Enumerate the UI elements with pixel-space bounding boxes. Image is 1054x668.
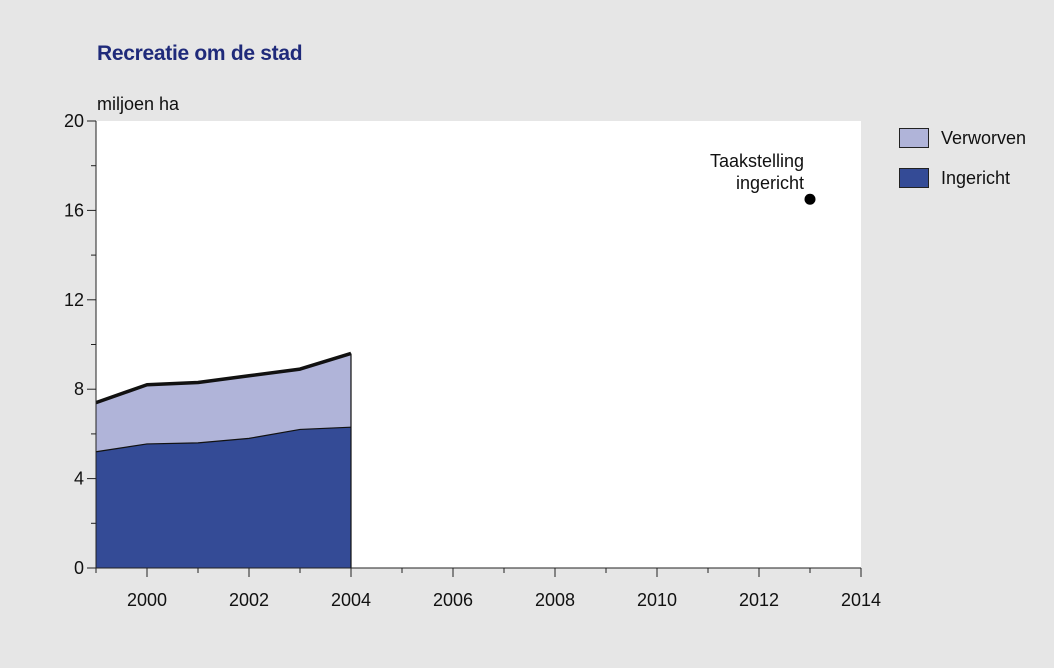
- y-axis-unit-label: miljoen ha: [97, 94, 180, 114]
- annotation-line-1: Taakstelling: [709, 151, 804, 171]
- y-tick-label-4: 4: [74, 469, 84, 489]
- y-tick-label-16: 16: [64, 200, 84, 220]
- x-tick-label-2000: 2000: [127, 590, 167, 610]
- legend-label-verworven: Verworven: [941, 127, 1027, 148]
- x-tick-label-2012: 2012: [739, 590, 779, 610]
- legend-label-ingericht: Ingericht: [941, 167, 1011, 188]
- area-ingericht: [96, 427, 351, 568]
- x-tick-label-2002: 2002: [229, 590, 269, 610]
- legend-swatch-verworven: [899, 128, 929, 148]
- annotation-taakstelling: Taakstelling ingericht: [710, 150, 804, 194]
- x-tick-label-2008: 2008: [535, 590, 575, 610]
- legend: Verworven Ingericht: [899, 126, 1026, 206]
- annotation-line-2: ingericht: [735, 173, 804, 193]
- legend-item-verworven: Verworven: [899, 126, 1026, 150]
- x-tick-label-2006: 2006: [433, 590, 473, 610]
- chart-title: Recreatie om de stad: [97, 42, 303, 65]
- area-verworven: [96, 353, 351, 452]
- legend-item-ingericht: Ingericht: [899, 166, 1026, 190]
- legend-swatch-ingericht: [899, 168, 929, 188]
- x-tick-label-2004: 2004: [331, 590, 371, 610]
- y-tick-label-12: 12: [64, 290, 84, 310]
- y-tick-label-0: 0: [74, 558, 84, 578]
- y-tick-label-20: 20: [64, 111, 84, 131]
- line-ingericht-top: [95, 426, 352, 453]
- x-tick-label-2014: 2014: [841, 590, 881, 610]
- x-tick-label-2010: 2010: [637, 590, 677, 610]
- line-total-top: [95, 351, 352, 405]
- y-tick-label-8: 8: [74, 379, 84, 399]
- annotation-point: [804, 193, 816, 205]
